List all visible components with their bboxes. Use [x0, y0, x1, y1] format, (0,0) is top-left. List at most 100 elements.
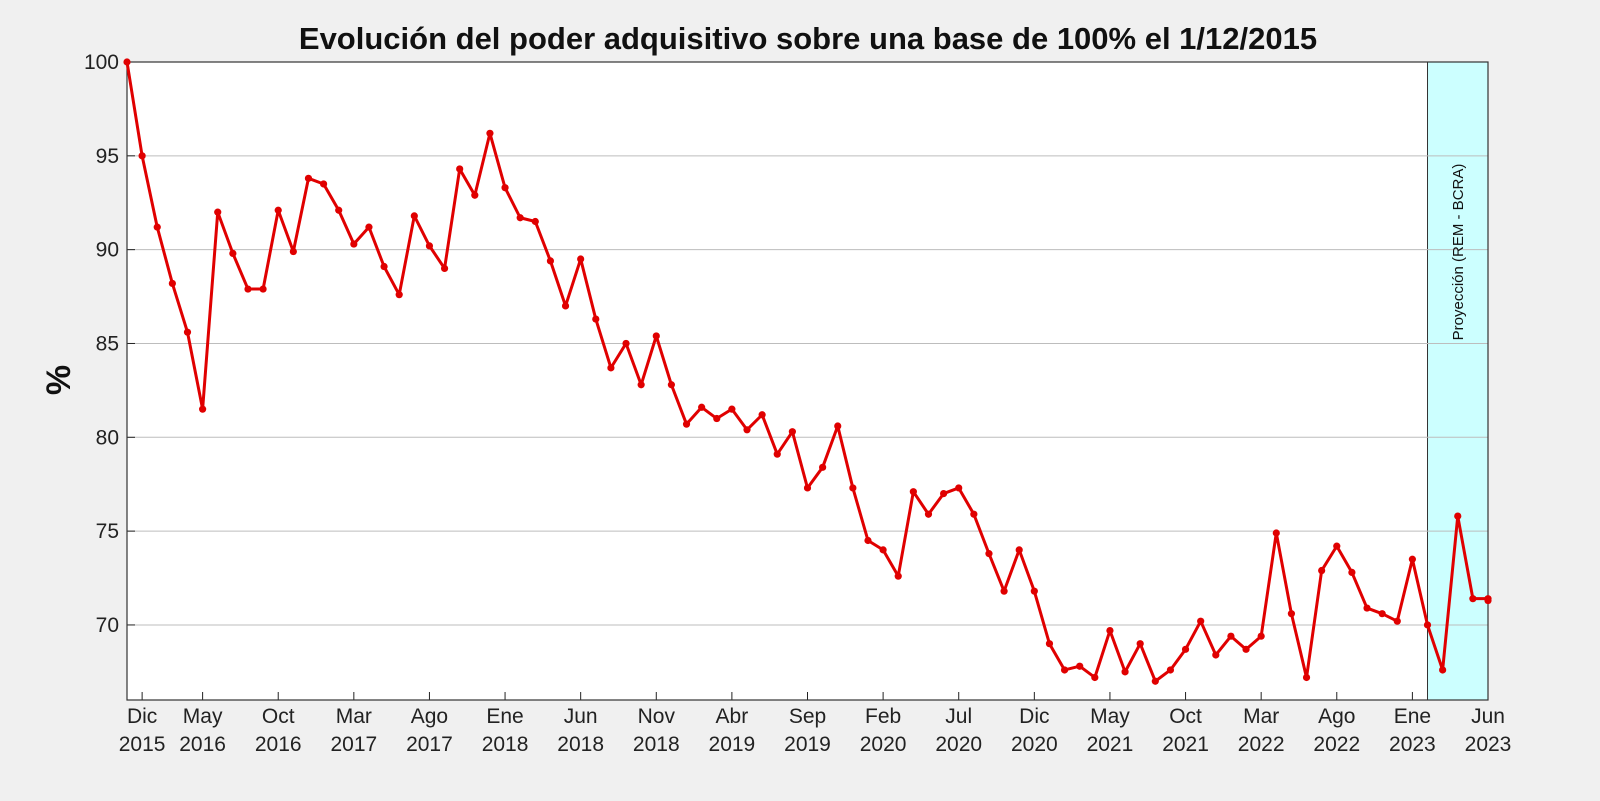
x-tick-label-year: 2023 [1389, 733, 1436, 756]
plot-background [127, 62, 1488, 700]
data-point [456, 165, 464, 173]
data-point [380, 262, 388, 271]
data-point [788, 428, 796, 436]
data-point [259, 285, 267, 293]
projection-band [1427, 61, 1489, 701]
x-tick-label-year: 2018 [482, 733, 529, 756]
x-tick-label-month: Jun [1471, 705, 1505, 728]
data-point [955, 484, 963, 492]
x-tick-label-month: Jul [945, 705, 972, 728]
x-tick-label-month: Ago [411, 705, 448, 728]
chart-title: Evolución del poder adquisitivo sobre un… [299, 21, 1317, 56]
x-tick-label-month: Sep [789, 705, 826, 728]
x-tick-label-month: Ene [1394, 705, 1431, 728]
x-tick-label-month: Feb [865, 705, 901, 728]
y-tick-label: 80 [96, 426, 119, 449]
x-tick-label-year: 2015 [119, 733, 166, 756]
y-tick-label: 85 [96, 332, 119, 355]
x-tick-label-year: 2023 [1465, 733, 1512, 756]
data-point [879, 546, 887, 554]
data-point [970, 510, 978, 518]
data-point [985, 550, 993, 558]
x-tick-label-year: 2022 [1313, 733, 1360, 756]
data-point [531, 217, 539, 226]
data-point [698, 403, 706, 411]
data-point [319, 180, 328, 188]
data-point [1030, 587, 1038, 595]
data-point [743, 426, 751, 434]
y-axis-label: % [40, 365, 78, 395]
x-tick-label-year: 2019 [709, 733, 756, 756]
data-point [577, 255, 585, 263]
x-tick-label-year: 2020 [1011, 733, 1058, 756]
data-point [1181, 645, 1190, 653]
x-tick-label-year: 2022 [1238, 733, 1285, 756]
plot-frame [126, 61, 1489, 701]
data-point [1197, 617, 1205, 625]
data-point [1257, 632, 1265, 640]
data-point [516, 214, 524, 222]
y-tick-label: 90 [96, 239, 119, 262]
data-point [637, 381, 645, 389]
data-point [622, 339, 630, 348]
data-point [440, 264, 449, 273]
y-tick-label: 75 [96, 520, 119, 543]
x-tick-label-month: Ene [486, 705, 523, 728]
data-point [1393, 617, 1401, 625]
data-point [425, 242, 434, 250]
x-tick-label-year: 2018 [557, 733, 604, 756]
data-point [335, 206, 343, 214]
data-point [1106, 626, 1114, 635]
data-point [1000, 587, 1008, 595]
data-point [168, 279, 176, 288]
data-point [834, 422, 842, 430]
data-point [1136, 640, 1144, 648]
data-point [1060, 666, 1069, 674]
x-tick-label-year: 2016 [255, 733, 302, 756]
data-point [849, 484, 857, 492]
data-point [773, 450, 781, 458]
data-point [1212, 651, 1220, 659]
data-point [1015, 546, 1023, 554]
data-point [607, 364, 615, 372]
data-point [183, 328, 192, 336]
y-tick-label: 70 [96, 614, 119, 637]
data-point [909, 488, 917, 496]
x-tick-label-month: May [1090, 705, 1130, 728]
data-point [395, 291, 403, 299]
x-tick-label-year: 2020 [935, 733, 982, 756]
data-point [728, 405, 736, 413]
data-point [486, 129, 494, 137]
x-tick-label-month: May [183, 705, 223, 728]
x-tick-label-year: 2021 [1087, 733, 1134, 756]
data-point [924, 510, 933, 518]
data-point [1242, 645, 1250, 653]
data-point [365, 223, 373, 231]
data-point [803, 484, 812, 492]
x-tick-label-month: Mar [1243, 705, 1279, 728]
data-point [1333, 542, 1341, 550]
projection-label: Proyección (REM - BCRA) [1450, 164, 1467, 341]
data-point [153, 223, 161, 231]
data-point [1439, 666, 1447, 674]
data-point [214, 208, 222, 216]
x-tick-label-month: Ago [1318, 705, 1355, 728]
data-point [1408, 555, 1416, 563]
data-point [1454, 512, 1462, 520]
data-point [758, 411, 766, 419]
data-point [304, 174, 313, 182]
data-point [1121, 668, 1129, 676]
data-point [1076, 662, 1084, 670]
data-point [592, 315, 600, 323]
data-point [1423, 621, 1432, 629]
data-point [1166, 666, 1175, 674]
y-tick-label: 95 [96, 145, 119, 168]
x-tick-label-year: 2016 [179, 733, 226, 756]
data-point [1378, 610, 1386, 618]
x-tick-label-month: Jun [564, 705, 598, 728]
data-point [244, 285, 252, 293]
data-point [1151, 677, 1159, 685]
data-point [229, 249, 237, 257]
data-point [1091, 673, 1099, 682]
